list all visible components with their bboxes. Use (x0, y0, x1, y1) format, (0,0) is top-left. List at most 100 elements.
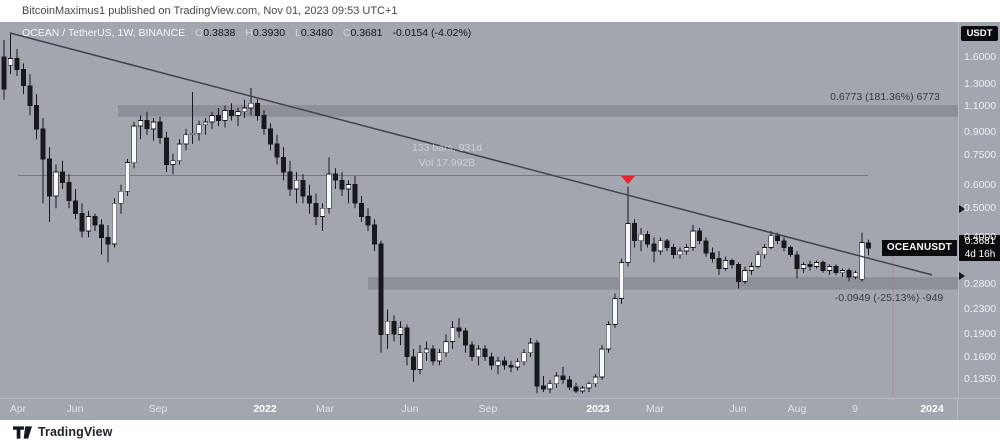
candle (241, 99, 248, 118)
chart-canvas[interactable]: OCEAN / TetherUS, 1W, BINANCE O0.3838 H0… (0, 22, 1000, 398)
candle (176, 139, 183, 165)
close-value: 0.3681 (350, 27, 383, 39)
candle-body (722, 260, 729, 269)
candle-body (573, 386, 579, 392)
candle-body (261, 115, 267, 130)
candle (131, 122, 137, 169)
candle-body (560, 375, 566, 381)
candle (579, 385, 586, 394)
current-price-value: 0.3681 (964, 236, 996, 247)
candle-body (358, 202, 365, 217)
price-tick: 0.9000 (964, 126, 997, 138)
candle (742, 266, 748, 284)
axis-corner-divider (957, 399, 958, 421)
time-tick: 2024 (920, 403, 944, 415)
candle-body (72, 200, 79, 214)
time-tick: Jun (66, 403, 84, 415)
candle (482, 345, 488, 361)
candle (144, 111, 150, 135)
candle-body (157, 121, 163, 139)
candle (761, 244, 768, 259)
price-marker-arrow (959, 205, 965, 213)
candle-body (150, 121, 157, 130)
candle-body (20, 69, 27, 87)
publish-info-bar: BitcoinMaximus1 published on TradingView… (0, 0, 1000, 22)
candle (612, 293, 618, 328)
candle-body (813, 261, 820, 267)
candle (573, 382, 579, 394)
publish-info-text: BitcoinMaximus1 published on TradingView… (22, 5, 398, 17)
time-tick: Jun (401, 403, 419, 415)
candle (293, 172, 300, 204)
candle (469, 341, 475, 361)
candle-body (807, 263, 813, 267)
candle-body (631, 223, 638, 242)
candle (644, 231, 651, 248)
time-scale[interactable]: Apr Jun Sep 2022 Mar Jun Sep 2023 Mar Jun Aug 9 2024 (0, 398, 1000, 421)
candle-body (716, 258, 722, 270)
candle-body (391, 320, 397, 335)
candle (98, 219, 105, 255)
candle-body (404, 327, 410, 358)
candle-body (417, 352, 423, 370)
candle (618, 258, 625, 304)
candle (462, 327, 469, 353)
candle-body (222, 110, 228, 122)
candle-body (527, 342, 534, 354)
candle (813, 260, 820, 269)
candle-body (469, 344, 475, 358)
candle-body (176, 143, 183, 162)
candle-body (651, 243, 657, 252)
candle (443, 334, 449, 357)
candle (345, 180, 352, 204)
candle (527, 337, 534, 357)
close-label: C (342, 27, 351, 39)
candle-body (14, 58, 20, 71)
candle-body (228, 110, 235, 116)
candle (222, 105, 228, 128)
candle (319, 203, 326, 231)
candle (729, 258, 735, 269)
candle-body (196, 124, 202, 134)
candle (202, 118, 209, 135)
sell-marker-icon[interactable] (621, 176, 635, 184)
candle-body (683, 247, 690, 252)
candle-body (690, 230, 696, 248)
candle-body (709, 252, 716, 259)
candle (430, 345, 436, 366)
symbol-title: OCEAN / TetherUS, 1W, BINANCE (22, 27, 186, 39)
candle (839, 268, 846, 278)
time-tick: Sep (478, 403, 498, 415)
open-label: O (195, 27, 204, 39)
candle-body (235, 111, 241, 116)
candle (1, 40, 7, 100)
price-tick: 0.1900 (964, 328, 997, 340)
candle-body (7, 58, 14, 66)
candle-body (183, 134, 189, 145)
price-tick: 0.6000 (964, 179, 997, 191)
candle-body (111, 202, 118, 245)
candle-body (274, 143, 280, 158)
candle-body (163, 137, 170, 165)
candle (189, 92, 196, 144)
candle-body (501, 360, 508, 366)
price-tick: 1.1000 (964, 100, 997, 112)
candle (547, 379, 553, 394)
candle-body (449, 327, 456, 342)
price-tick: 0.1600 (964, 351, 997, 363)
candle (690, 225, 696, 252)
candle (592, 374, 599, 387)
candle-body (553, 375, 560, 385)
candle-body (443, 340, 449, 354)
candle-body (566, 379, 573, 388)
open-value: 0.3838 (203, 27, 236, 39)
price-scale[interactable]: USDT 0.3681 4d 16h 1.6000 1.3000 1.1000 0.9… (958, 22, 1000, 398)
candle (404, 324, 410, 366)
candle-body (696, 230, 703, 242)
candle-body (592, 376, 599, 385)
descending-trendline[interactable] (9, 32, 933, 276)
candle-body (865, 242, 872, 249)
candle (410, 348, 417, 382)
candle-body (846, 270, 852, 278)
candle (449, 321, 456, 349)
